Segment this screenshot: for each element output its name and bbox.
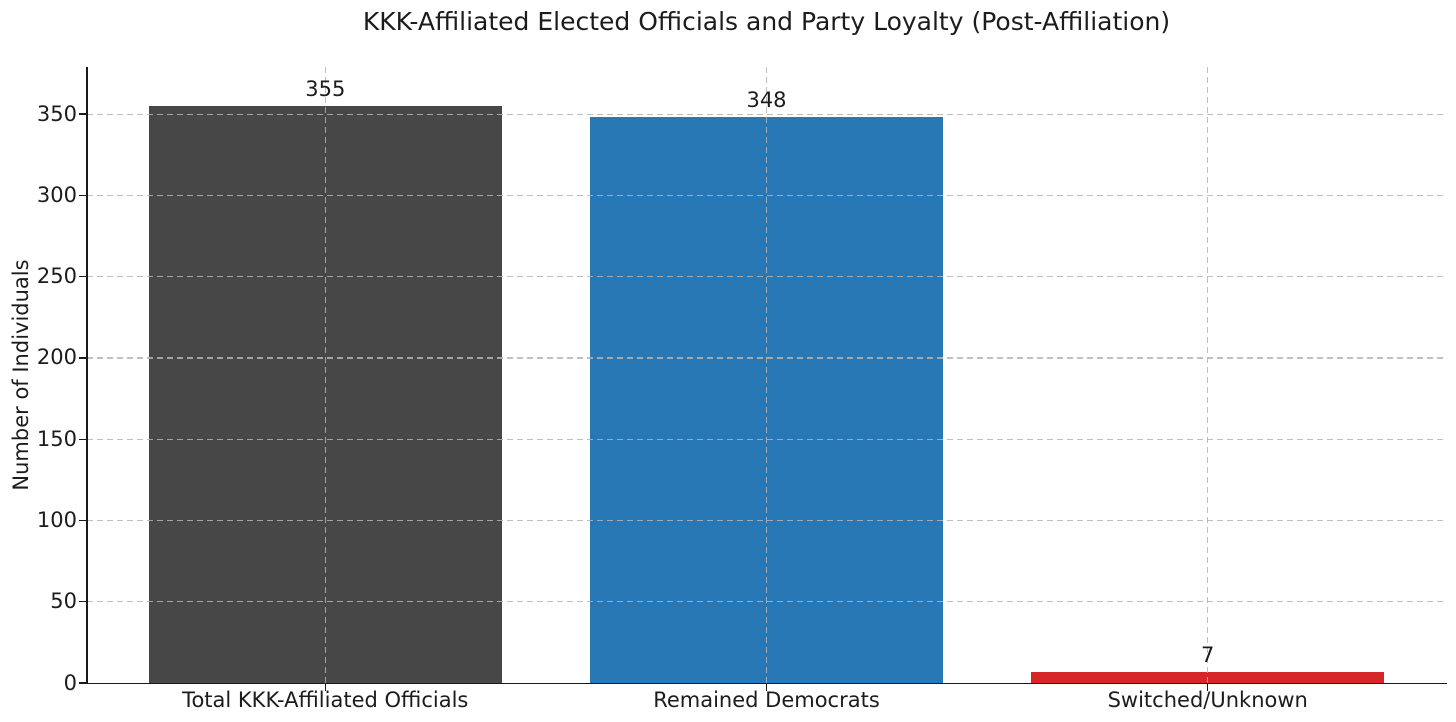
y-tick-label-150: 150	[36, 426, 77, 451]
x-tick-label-total-kkk-affiliated-officials: Total KKK-Affiliated Officials	[182, 688, 469, 712]
bar-value-label-remained-democrats: 348	[746, 88, 787, 113]
bar-value-label-switched-unknown: 7	[1201, 642, 1215, 667]
x-tick-mark-remained-democrats	[765, 684, 768, 691]
y-tick-label-200: 200	[36, 345, 77, 370]
y-tick-mark-250	[79, 275, 86, 278]
y-tick-mark-200	[79, 357, 86, 359]
y-tick-label-50: 50	[50, 589, 77, 614]
x-axis-spine	[86, 682, 1447, 684]
y-tick-mark-0	[79, 682, 86, 684]
x-tick-mark-total-kkk-affiliated-officials	[324, 684, 326, 691]
y-tick-label-0: 0	[63, 670, 77, 695]
y-tick-mark-300	[79, 194, 86, 197]
y-tick-label-250: 250	[36, 264, 77, 289]
x-tick-label-remained-democrats: Remained Democrats	[653, 688, 880, 712]
y-axis-label: Number of Individuals	[9, 259, 33, 491]
chart-title: KKK-Affiliated Elected Officials and Par…	[362, 7, 1171, 36]
y-tick-mark-350	[79, 113, 86, 115]
y-tick-mark-100	[79, 519, 86, 522]
vertical-gridline-remained-democrats	[765, 67, 768, 683]
x-tick-mark-switched-unknown	[1207, 684, 1209, 691]
x-tick-label-switched-unknown: Switched/Unknown	[1107, 688, 1308, 712]
y-tick-mark-50	[79, 601, 86, 603]
y-axis-spine	[86, 67, 88, 684]
vertical-gridline-total-kkk-affiliated-officials	[324, 67, 326, 683]
vertical-gridline-switched-unknown	[1207, 67, 1209, 683]
y-tick-label-100: 100	[36, 507, 77, 532]
plot-area: 355 348 7	[79, 67, 1447, 691]
bar-value-label-total-kkk-affiliated-officials: 355	[305, 77, 346, 102]
y-tick-mark-150	[79, 438, 86, 440]
y-tick-label-350: 350	[36, 101, 77, 126]
y-tick-label-300: 300	[36, 182, 77, 207]
